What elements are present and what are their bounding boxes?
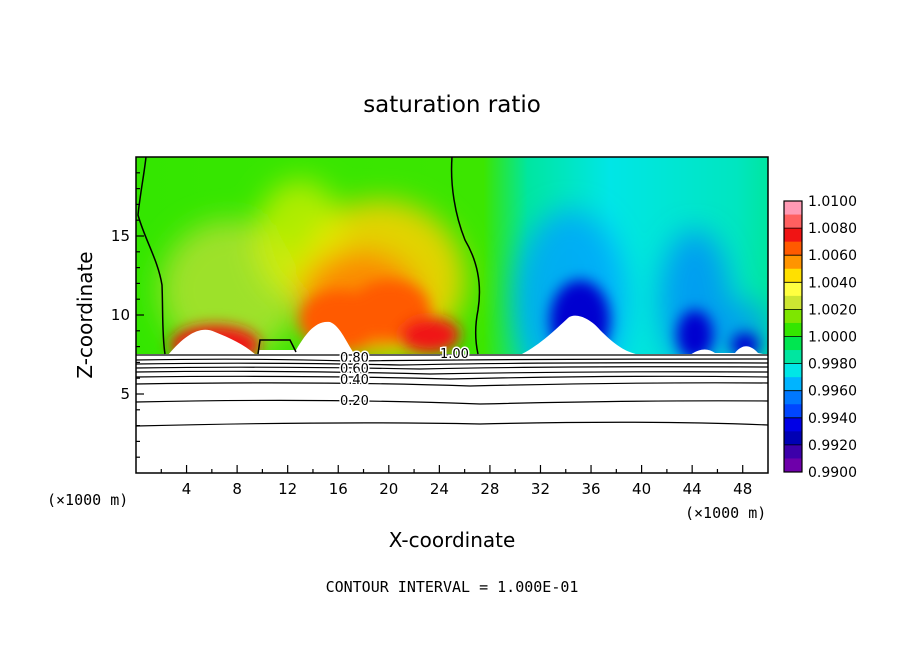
y-tick-label: 10 <box>111 306 130 324</box>
colorbar-label: 0.9980 <box>808 357 857 373</box>
colorbar-swatch <box>784 350 802 365</box>
colorbar-swatch <box>784 377 802 392</box>
contour-interval-note: CONTOUR INTERVAL = 1.000E-01 <box>326 578 579 596</box>
x-tick-label: 28 <box>480 480 499 498</box>
colorbar-swatch <box>784 201 802 216</box>
colorbar-swatch <box>784 282 802 297</box>
colorbar-label: 1.0000 <box>808 330 857 346</box>
colorbar-label: 1.0020 <box>808 302 857 318</box>
x-unit-right: (×1000 m) <box>685 504 766 522</box>
y-tick-label: 15 <box>111 227 130 245</box>
x-tick-label: 36 <box>581 480 600 498</box>
colorbar-swatch <box>784 322 802 337</box>
y-tick-label: 5 <box>120 385 130 403</box>
colorbar-swatch <box>784 241 802 256</box>
colorbar: 1.0100 1.0080 1.0060 1.0040 1.0020 1.0000 0.99… <box>783 194 857 481</box>
colorbar-swatch <box>784 255 802 270</box>
colorbar-swatch <box>784 214 802 229</box>
contour-label: 0.60 <box>340 362 369 377</box>
colorbar-swatch <box>784 309 802 324</box>
contour-label: 0.20 <box>340 394 369 409</box>
y-axis-label: Z-coordinate <box>73 251 97 378</box>
colorbar-swatch <box>784 404 802 419</box>
colorbar-label: 0.9920 <box>808 438 857 454</box>
colorbar-swatch <box>784 444 802 459</box>
colorbar-swatch <box>784 390 802 405</box>
x-tick-label: 20 <box>379 480 398 498</box>
x-tick-label: 32 <box>531 480 550 498</box>
x-tick-label: 44 <box>683 480 702 498</box>
colorbar-label: 1.0060 <box>808 248 857 264</box>
plot-area: 1.00 0.80 0.60 0.40 0.20 <box>135 156 769 474</box>
colorbar-swatch <box>784 228 802 243</box>
colorbar-label: 1.0040 <box>808 275 857 291</box>
x-tick-label: 16 <box>329 480 348 498</box>
colorbar-swatch <box>784 431 802 446</box>
colorbar-swatch <box>784 336 802 351</box>
x-tick-label: 24 <box>430 480 449 498</box>
colorbar-swatch <box>784 458 802 473</box>
x-unit-left: (×1000 m) <box>47 491 128 509</box>
contour-label: 1.00 <box>440 347 469 362</box>
colorbar-swatch <box>784 268 802 283</box>
colorbar-swatch <box>784 363 802 378</box>
x-tick-label: 8 <box>232 480 242 498</box>
colorbar-label: 0.9960 <box>808 384 857 400</box>
y-axis: 5 10 15 <box>111 172 144 458</box>
chart-title: saturation ratio <box>363 92 541 118</box>
x-tick-label: 4 <box>182 480 192 498</box>
colorbar-label: 0.9940 <box>808 411 857 427</box>
colorbar-label: 1.0100 <box>808 194 857 210</box>
colorbar-swatch <box>784 417 802 432</box>
colorbar-swatch <box>784 295 802 310</box>
x-tick-label: 40 <box>632 480 651 498</box>
x-axis: 4 8 12 16 20 24 28 32 36 40 44 48 <box>160 465 752 498</box>
x-tick-label: 12 <box>278 480 297 498</box>
colorbar-label: 0.9900 <box>808 465 857 481</box>
colorbar-label: 1.0080 <box>808 221 857 237</box>
x-axis-label: X-coordinate <box>389 528 516 552</box>
x-tick-label: 48 <box>733 480 752 498</box>
contour-label: 0.80 <box>340 351 369 366</box>
contour-label: 0.40 <box>340 373 369 388</box>
